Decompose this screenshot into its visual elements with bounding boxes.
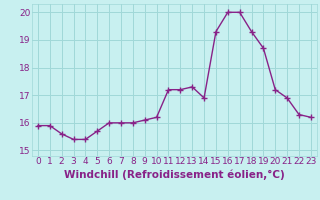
X-axis label: Windchill (Refroidissement éolien,°C): Windchill (Refroidissement éolien,°C) (64, 169, 285, 180)
